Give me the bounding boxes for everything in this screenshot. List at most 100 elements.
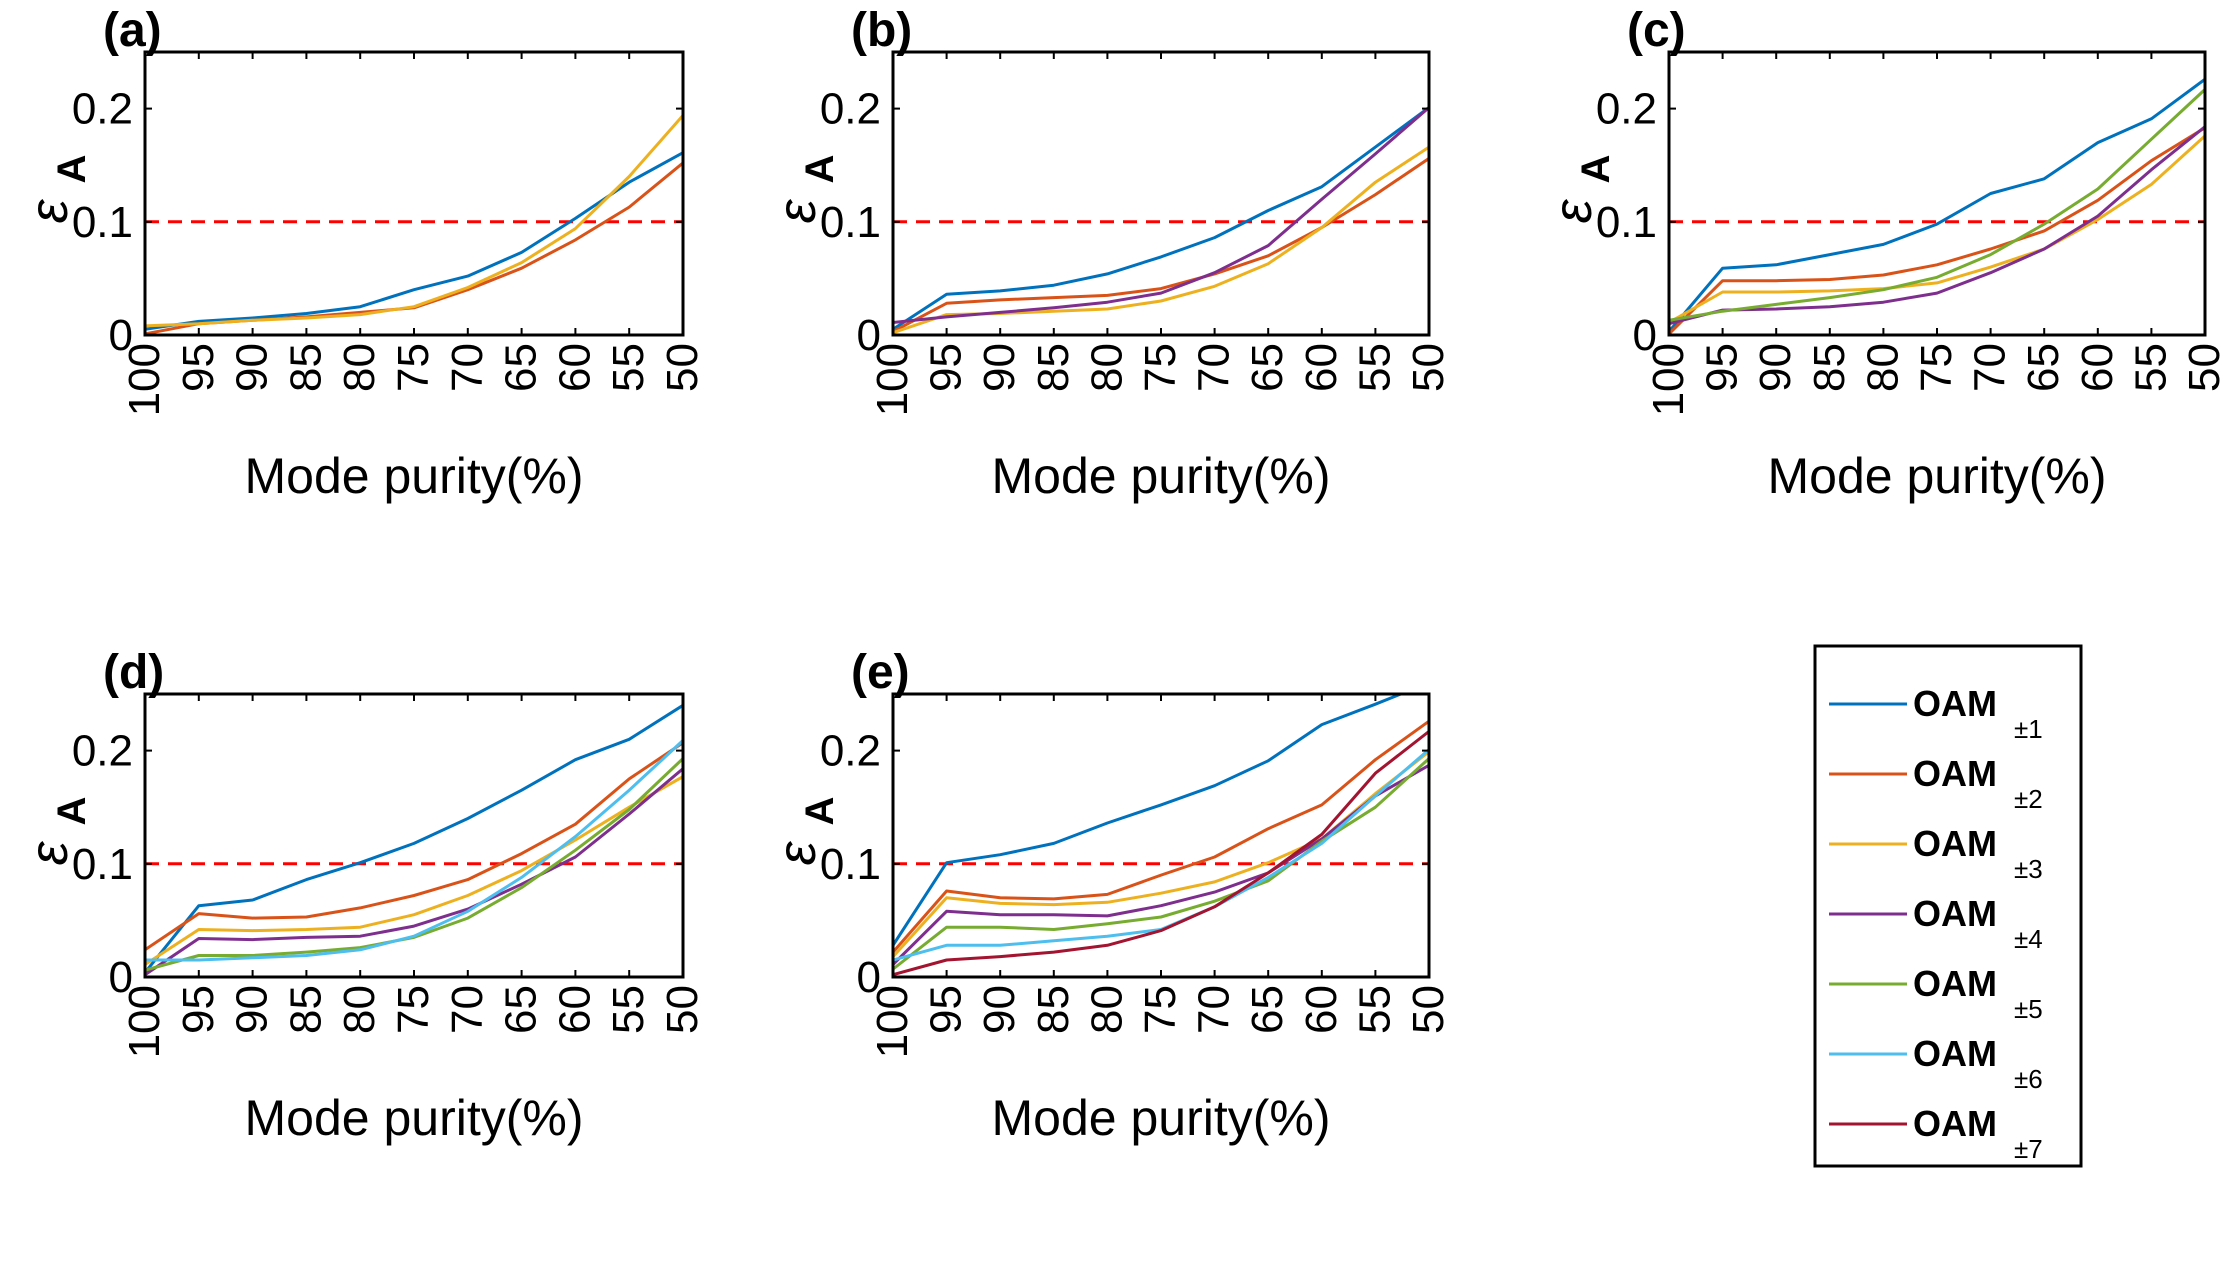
series-line-oampm5 [1669,88,2205,322]
x-tick-label: 100 [1644,343,1693,416]
x-tick-label: 90 [975,343,1024,392]
x-tick-label: 65 [1243,343,1292,392]
y-tick-label: 0.1 [820,840,881,889]
y-tick-label: 0 [857,311,881,360]
legend-label: OAM [1913,893,1997,934]
x-tick-label: 65 [497,985,546,1034]
y-tick-label: 0.1 [72,198,133,247]
x-tick-label: 60 [1297,985,1346,1034]
series-line-oampm1 [145,151,683,331]
series-line-oampm6 [145,739,683,962]
x-tick-label: 55 [604,985,653,1034]
series-line-oampm3 [145,775,683,966]
x-tick-label: 75 [389,343,438,392]
series-group [893,694,1429,977]
legend-label: OAM [1913,1103,1997,1144]
x-tick-label: 90 [228,343,277,392]
panel-label: (a) [103,4,162,57]
x-tick-label: 100 [120,985,169,1058]
x-tick-label: 70 [1190,343,1239,392]
y-axis-label: εA [19,797,94,866]
series-line-oampm2 [1669,126,2205,335]
series-line-oampm2 [893,719,1429,954]
y-tick-label: 0.2 [820,85,881,134]
panel-b: 100 95 90 85 80 75 70 65 60 55 50 0 0.1 0.2 Mode purit… [767,4,1453,504]
x-axis-label: Mode purity(%) [245,448,584,504]
x-tick-label: 95 [1698,343,1747,392]
x-tick-label: 90 [975,985,1024,1034]
legend-entry: OAM ±4 [1829,893,2043,954]
x-tick-label: 100 [868,343,917,416]
legend-label-subscript: ±4 [2014,924,2043,954]
panel-e: 100 95 90 85 80 75 70 65 60 55 50 0 0.1 0.2 Mode purit… [767,646,1453,1146]
legend-label: OAM [1913,823,1997,864]
series-group [145,114,683,335]
y-tick-label: 0.1 [72,840,133,889]
x-tick-label: 50 [1404,985,1453,1034]
y-axis-label-symbol: ε [767,840,827,865]
series-line-oampm2 [893,157,1429,333]
y-tick-label: 0 [109,311,133,360]
x-tick-label: 75 [1136,985,1185,1034]
y-tick-label: 0.1 [820,198,881,247]
y-tick-label: 0.2 [72,727,133,776]
panel-label: (b) [851,4,912,57]
legend-label: OAM [1913,1033,1997,1074]
x-tick-label: 80 [335,985,384,1034]
y-axis-label-symbol: ε [19,198,79,223]
x-tick-label: 75 [1136,343,1185,392]
panel-c: 100 95 90 85 80 75 70 65 60 55 50 0 0.1 0.2 Mode purit… [1543,4,2226,504]
panel-a: 100 95 90 85 80 75 70 65 60 55 50 0 0.1 0.2 Mode purit… [19,4,707,504]
y-tick-label: 0.2 [72,85,133,134]
x-tick-label: 70 [1966,343,2015,392]
legend-label-subscript: ±5 [2014,994,2043,1024]
legend-label: OAM [1913,963,1997,1004]
y-tick-label: 0.2 [820,727,881,776]
x-tick-label: 90 [228,985,277,1034]
x-tick-label: 50 [1404,343,1453,392]
x-tick-label: 70 [1190,985,1239,1034]
x-tick-label: 85 [1805,343,1854,392]
x-tick-label: 55 [604,343,653,392]
legend-entry: OAM ±3 [1829,823,2043,884]
legend-label-subscript: ±2 [2014,784,2043,814]
x-tick-label: 95 [922,985,971,1034]
panel-d: 100 95 90 85 80 75 70 65 60 55 50 0 0.1 0.2 Mode purit… [19,646,707,1146]
x-tick-label: 100 [120,343,169,416]
x-tick-label: 55 [1350,985,1399,1034]
y-axis-label: εA [767,155,842,224]
legend-label-subscript: ±3 [2014,854,2043,884]
legend-label-subscript: ±1 [2014,714,2043,744]
y-tick-label: 0 [109,953,133,1002]
x-tick-label: 55 [2126,343,2175,392]
x-tick-label: 75 [1912,343,1961,392]
x-tick-label: 65 [1243,985,1292,1034]
axes-box [891,692,1431,979]
series-group [1669,77,2205,335]
legend: OAM ±1 OAM ±2 OAM ±3 OAM ±4 OAM ±5 OAM ±6 OAM ±7 [1813,644,2083,1168]
y-axis-label-subscript: A [1574,155,1618,184]
x-tick-label: 85 [281,985,330,1034]
x-tick-label: 95 [174,985,223,1034]
panel-label: (e) [851,646,910,699]
x-tick-label: 60 [1297,343,1346,392]
y-axis-label-symbol: ε [19,840,79,865]
legend-label: OAM [1913,683,1997,724]
x-tick-label: 50 [658,985,707,1034]
series-line-oampm3 [1669,134,2205,324]
x-tick-label: 70 [443,985,492,1034]
legend-entry: OAM ±2 [1829,753,2043,814]
y-axis-label-subscript: A [50,797,94,826]
x-axis-label: Mode purity(%) [1768,448,2107,504]
y-axis-label: εA [1543,155,1618,224]
series-line-oampm4 [145,767,683,976]
x-tick-label: 80 [1082,985,1131,1034]
y-tick-label: 0 [857,953,881,1002]
x-tick-label: 60 [550,343,599,392]
x-tick-label: 60 [2073,343,2122,392]
panel-label: (c) [1627,4,1686,57]
x-tick-label: 80 [335,343,384,392]
axes-box [143,50,685,337]
series-group [893,106,1429,335]
